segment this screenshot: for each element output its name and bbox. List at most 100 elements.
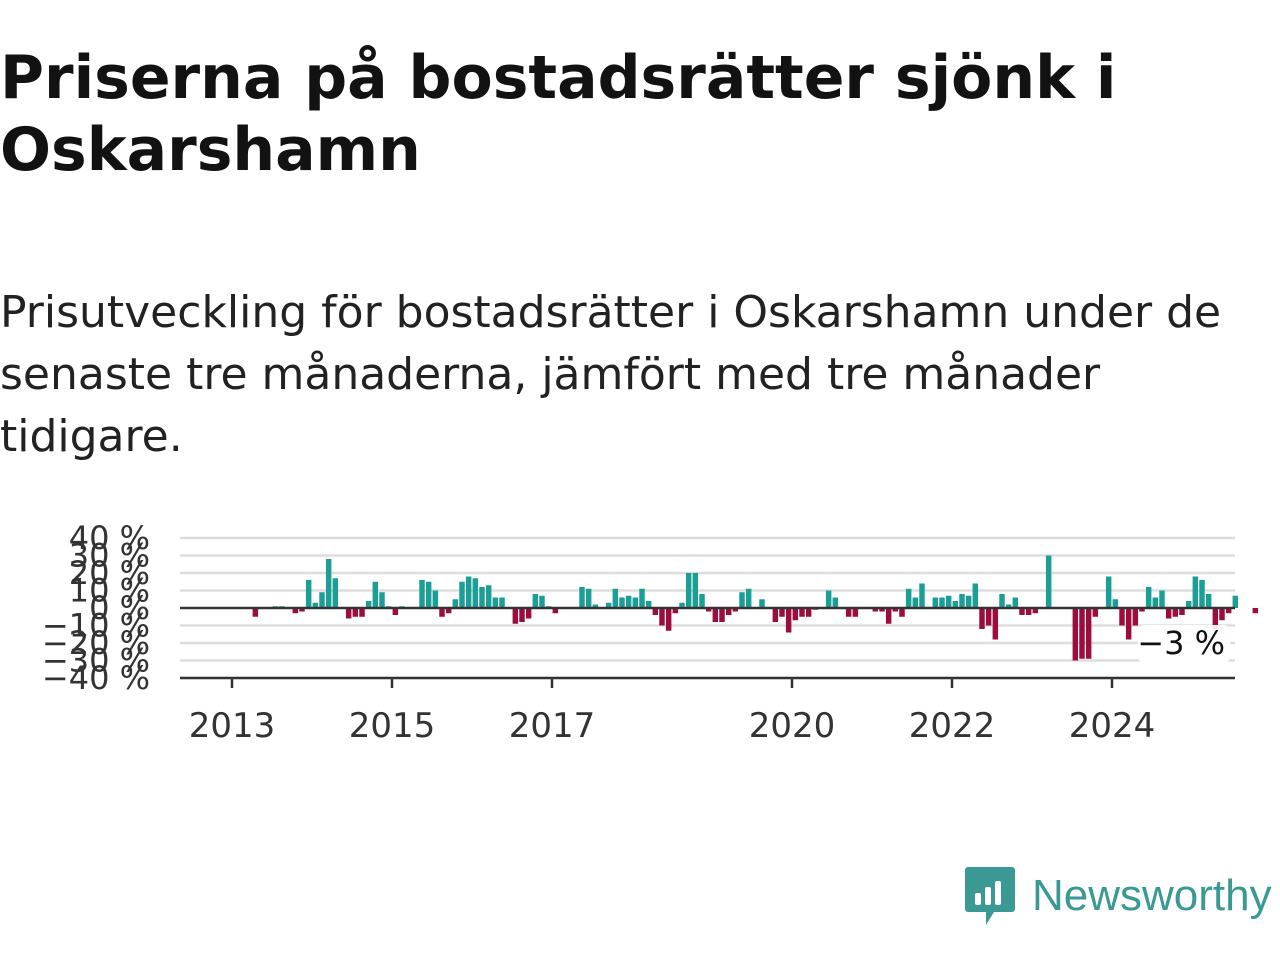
- bar: [1132, 608, 1139, 626]
- bar: [492, 597, 499, 608]
- bar: [1179, 608, 1185, 615]
- x-tick-label: 2020: [749, 706, 836, 746]
- newsworthy-logo-icon: [965, 867, 1015, 925]
- bar: [1125, 608, 1132, 640]
- bar: [1159, 590, 1165, 608]
- bar: [772, 608, 779, 622]
- bar: [1005, 604, 1012, 608]
- bar: [1032, 608, 1039, 614]
- bar: [1232, 595, 1239, 608]
- bar: [1072, 608, 1079, 661]
- bar: [885, 608, 892, 624]
- bar: [872, 608, 879, 612]
- bar: [759, 599, 765, 608]
- bar: [585, 588, 592, 608]
- bar-chart: −40 %−30 %−20 %−10 %0 %10 %20 %30 %40 % …: [42, 519, 1259, 746]
- bar: [1252, 608, 1259, 614]
- bar: [1112, 599, 1119, 608]
- bar: [1172, 608, 1179, 617]
- bar: [479, 587, 485, 608]
- bar: [972, 583, 979, 608]
- bar: [1192, 576, 1199, 608]
- bar: [965, 595, 972, 608]
- bar: [979, 608, 985, 629]
- y-tick-label: −20 %: [42, 624, 150, 662]
- bar: [652, 608, 659, 615]
- bar: [1079, 608, 1085, 659]
- bar: [692, 573, 699, 608]
- bar: [292, 608, 299, 614]
- bar: [879, 608, 885, 612]
- brand-name: Newsworthy: [1032, 871, 1272, 920]
- x-tick-label: 2013: [189, 706, 276, 746]
- last-value-label: −3 %: [1137, 624, 1225, 662]
- bar: [1012, 597, 1019, 608]
- y-tick-label: −30 %: [42, 642, 150, 680]
- bar: [359, 608, 365, 617]
- bar: [1139, 608, 1145, 612]
- bar: [425, 581, 432, 608]
- bar: [799, 608, 805, 617]
- bar: [465, 576, 472, 608]
- bar: [725, 608, 732, 615]
- x-axis-labels: 2013 2015 2017 2020 2022 2024: [189, 678, 1156, 746]
- bar: [445, 608, 452, 614]
- bar: [252, 608, 259, 617]
- bar: [705, 608, 712, 612]
- bar: [1145, 587, 1152, 608]
- bar: [325, 559, 332, 608]
- bar: [852, 608, 859, 617]
- bar: [332, 578, 339, 608]
- bar: [432, 590, 439, 608]
- bar: [1119, 608, 1125, 626]
- bar: [659, 608, 665, 626]
- y-tick-label: 20 %: [69, 554, 150, 592]
- y-tick-label: 30 %: [69, 537, 150, 575]
- bar: [932, 597, 939, 608]
- bar: [905, 588, 912, 608]
- y-tick-label: 10 %: [69, 572, 150, 610]
- x-tick-label: 2017: [509, 706, 596, 746]
- bar: [779, 608, 785, 617]
- bar: [392, 608, 399, 615]
- bar: [365, 601, 372, 608]
- page-subtitle: Prisutveckling för bostadsrätter i Oskar…: [0, 287, 1222, 462]
- bar: [1165, 608, 1172, 619]
- last-value-annotation: −3 %: [1137, 624, 1230, 663]
- bar: [939, 597, 945, 608]
- bar: [605, 602, 612, 608]
- x-tick-label: 2015: [349, 706, 436, 746]
- bar: [1085, 608, 1092, 659]
- bar: [592, 604, 599, 608]
- bar: [999, 594, 1005, 608]
- bars: [252, 555, 1259, 661]
- bar: [612, 588, 619, 608]
- bar: [579, 587, 585, 608]
- bar: [712, 608, 719, 622]
- bar: [1019, 608, 1025, 615]
- bar: [985, 608, 992, 626]
- bar: [739, 592, 745, 608]
- bar: [519, 608, 525, 622]
- bar: [499, 597, 505, 608]
- bar: [459, 581, 465, 608]
- bar: [1199, 580, 1205, 608]
- bar: [419, 580, 425, 608]
- bar: [912, 597, 919, 608]
- newsworthy-logo: Newsworthy: [964, 864, 1272, 928]
- bar: [1212, 608, 1219, 629]
- bar: [552, 608, 559, 614]
- bar: [1225, 608, 1232, 614]
- bar: [299, 608, 305, 612]
- bar: [992, 608, 999, 640]
- bar: [525, 608, 532, 619]
- bar: [1219, 608, 1225, 621]
- x-tick-label: 2024: [1069, 706, 1156, 746]
- bar: [632, 597, 639, 608]
- y-tick-label: −40 %: [42, 659, 150, 697]
- bar: [372, 581, 379, 608]
- page-title: Priserna på bostadsrätter sjönk i Oskars…: [0, 43, 1117, 185]
- bar: [805, 608, 812, 617]
- bar: [892, 608, 899, 612]
- y-axis-labels: −40 %−30 %−20 %−10 %0 %10 %20 %30 %40 %: [42, 519, 150, 697]
